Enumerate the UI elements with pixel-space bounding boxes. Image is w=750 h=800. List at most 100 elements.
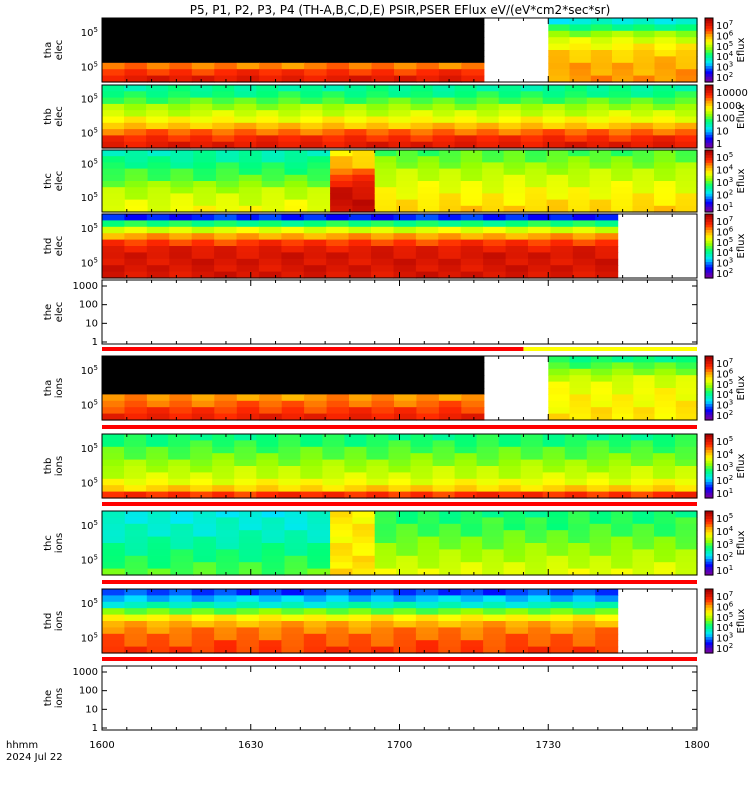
heatmap-cell — [124, 187, 149, 194]
heatmap-cell — [236, 43, 260, 51]
heatmap-cell — [415, 646, 439, 654]
heatmap-cell — [482, 205, 505, 213]
heatmap-cell — [236, 621, 260, 628]
heatmap-cell — [460, 246, 484, 253]
colorbar-tick-label: 104 — [716, 621, 734, 634]
heatmap-cell — [102, 621, 125, 628]
heatmap-cell — [124, 459, 147, 467]
heatmap-cell — [415, 214, 439, 221]
heatmap-cell — [460, 162, 483, 170]
heatmap-cell — [278, 122, 301, 130]
heatmap-cell — [595, 271, 619, 279]
heatmap-cell — [190, 485, 213, 493]
colorbar-step — [705, 610, 713, 614]
heatmap-cell — [586, 97, 610, 105]
heatmap-cell — [654, 549, 677, 557]
status-bar — [102, 657, 697, 661]
heatmap-cell — [374, 568, 397, 576]
heatmap-cell — [528, 614, 551, 622]
heatmap-cell — [281, 214, 305, 221]
heatmap-cell — [330, 523, 353, 531]
heatmap-cell — [238, 162, 263, 170]
heatmap-cell — [675, 187, 698, 194]
heatmap-cell — [303, 252, 327, 260]
heatmap-cell — [236, 400, 260, 408]
heatmap-cell — [632, 162, 655, 170]
heatmap-cell — [124, 75, 148, 83]
heatmap-cell — [344, 85, 367, 92]
heatmap-cell — [630, 472, 654, 480]
heatmap-cell — [300, 91, 323, 99]
heatmap-cell — [396, 555, 419, 563]
heatmap-cell — [632, 193, 655, 201]
heatmap-cell — [191, 375, 215, 383]
heatmap-cell — [568, 174, 591, 182]
colorbar-tick-label: 106 — [716, 367, 734, 380]
heatmap-cell — [432, 122, 456, 130]
heatmap-cell — [146, 434, 169, 441]
heatmap-cell — [304, 43, 328, 51]
heatmap-cell — [322, 434, 345, 441]
heatmap-cell — [147, 555, 171, 563]
heatmap-cell — [460, 555, 483, 563]
heatmap-cell — [258, 252, 282, 260]
heatmap-cell — [550, 226, 574, 234]
heatmap-cell — [460, 536, 483, 544]
y-tick-label: 1000 — [73, 281, 98, 292]
heatmap-cell — [236, 413, 260, 421]
heatmap-cell — [652, 135, 676, 143]
heatmap-cell — [590, 30, 613, 38]
heatmap-cell — [169, 252, 193, 260]
heatmap-cell — [572, 608, 596, 616]
heatmap-cell — [256, 97, 279, 105]
heatmap-cell — [460, 174, 483, 182]
heatmap-cell — [281, 589, 305, 596]
heatmap-cell — [371, 362, 395, 370]
heatmap-cell — [344, 466, 367, 473]
colorbar-step — [705, 468, 713, 472]
colorbar-step — [705, 545, 713, 549]
heatmap-cell — [326, 640, 350, 648]
heatmap-cell — [542, 485, 566, 493]
heatmap-cell — [214, 220, 238, 228]
heatmap-cell — [102, 478, 125, 486]
colorbar-label: Eflux — [736, 37, 747, 62]
heatmap-cell — [393, 265, 417, 273]
heatmap-cell — [169, 362, 193, 370]
heatmap-cell — [483, 595, 507, 603]
heatmap-cell — [146, 394, 170, 402]
heatmap-cell — [498, 85, 522, 92]
heatmap-cell — [147, 562, 171, 570]
heatmap-cell — [438, 246, 462, 253]
colorbar-step — [705, 145, 713, 149]
heatmap-cell — [438, 56, 462, 64]
heatmap-cell — [307, 511, 331, 518]
heatmap-cell — [146, 75, 170, 83]
heatmap-cell — [505, 252, 529, 260]
heatmap-cell — [261, 199, 286, 207]
colorbar-step — [705, 639, 713, 643]
heatmap-cell — [542, 491, 566, 499]
heatmap-cell — [256, 85, 279, 92]
heatmap-cell — [590, 381, 613, 389]
heatmap-cell — [586, 110, 610, 118]
heatmap-cell — [393, 233, 417, 241]
heatmap-cell — [258, 633, 282, 641]
heatmap-cell — [415, 608, 439, 616]
heatmap-cell — [256, 478, 279, 486]
heatmap-cell — [284, 174, 308, 182]
heatmap-cell — [371, 271, 394, 279]
heatmap-cell — [216, 511, 240, 518]
heatmap-cell — [652, 110, 676, 118]
heatmap-cell — [483, 621, 507, 628]
heatmap-cell — [214, 30, 238, 38]
heatmap-cell — [461, 50, 485, 57]
heatmap-cell — [371, 595, 394, 603]
heatmap-cell — [393, 633, 417, 641]
heatmap-cell — [589, 162, 612, 170]
heatmap-cell — [236, 646, 260, 654]
heatmap-cell — [322, 466, 345, 473]
heatmap-cell — [234, 141, 257, 149]
heatmap-cell — [546, 555, 569, 563]
heatmap-cell — [102, 394, 126, 402]
